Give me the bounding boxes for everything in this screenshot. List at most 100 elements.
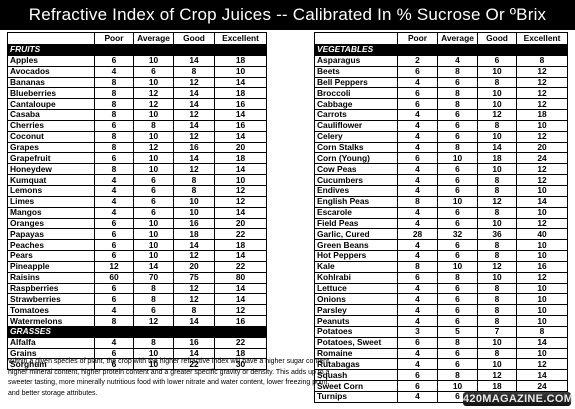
crop-name-cell: Pears xyxy=(7,250,95,262)
brix-value-cell: 10 xyxy=(173,195,215,208)
brix-value-cell: 20 xyxy=(214,217,267,230)
crop-name-cell: Corn Stalks xyxy=(314,141,398,154)
brix-value-cell: 4 xyxy=(397,282,438,295)
crop-name-cell: Papayas xyxy=(7,228,95,241)
table-row: Grapefruit 6 10 14 18 xyxy=(7,152,267,165)
brix-value-cell: 16 xyxy=(214,119,267,132)
table-row: Escarole 4 6 8 10 xyxy=(314,206,568,219)
brix-value-cell: 6 xyxy=(94,250,134,262)
table-row: Onions 4 6 8 10 xyxy=(314,293,568,306)
brix-value-cell: 8 xyxy=(94,98,134,111)
table-row: Tomatoes 4 6 8 12 xyxy=(7,304,267,317)
brix-value-cell: 10 xyxy=(133,109,174,121)
brix-value-cell: 8 xyxy=(397,260,438,273)
brix-value-cell: 60 xyxy=(94,271,134,284)
brix-value-cell: 14 xyxy=(173,98,215,111)
brix-value-cell: 4 xyxy=(94,195,134,208)
brix-value-cell: 8 xyxy=(133,293,174,306)
crop-name-cell: Apples xyxy=(7,54,95,67)
table-row: Sorghum 6 10 22 30 xyxy=(7,358,267,371)
brix-value-cell: 16 xyxy=(214,315,267,327)
brix-value-cell: 10 xyxy=(516,315,568,327)
crop-name-cell: Raisins xyxy=(7,271,95,284)
brix-value-cell: 32 xyxy=(437,228,478,241)
brix-value-cell: 6 xyxy=(397,380,438,392)
crop-name-cell: Raspberries xyxy=(7,282,95,295)
crop-name-cell: Garlic, Cured xyxy=(314,228,398,241)
brix-value-cell: 16 xyxy=(214,98,267,111)
brix-value-cell: 8 xyxy=(437,87,478,100)
table-row: Beets 6 8 10 12 xyxy=(314,65,568,78)
table-row: Sweet Corn 6 10 18 24 xyxy=(314,380,568,392)
brix-value-cell: 22 xyxy=(214,228,267,241)
brix-value-cell: 12 xyxy=(173,109,215,121)
brix-value-cell: 10 xyxy=(516,239,568,252)
brix-value-cell: 12 xyxy=(516,76,568,89)
brix-value-cell: 14 xyxy=(214,206,267,219)
brix-value-cell: 6 xyxy=(437,293,478,306)
brix-value-cell: 14 xyxy=(477,141,517,154)
crop-name-cell: Field Peas xyxy=(314,217,398,230)
table-row: Pineapple 12 14 20 22 xyxy=(7,260,267,273)
brix-value-cell: 10 xyxy=(133,228,174,241)
crop-name-cell: Potatoes xyxy=(314,325,398,338)
crop-name-cell: Carrots xyxy=(314,109,398,121)
brix-value-cell: 6 xyxy=(133,65,174,78)
brix-value-cell: 10 xyxy=(133,250,174,262)
crop-name-cell: Cauliflower xyxy=(314,119,398,132)
brix-value-cell: 14 xyxy=(173,119,215,132)
brix-value-cell: 16 xyxy=(173,217,215,230)
table-row: Grapes 8 12 16 20 xyxy=(7,141,267,154)
table-row: Lettuce 4 6 8 10 xyxy=(314,282,568,295)
brix-value-cell: 18 xyxy=(477,152,517,165)
crop-name-cell: Kale xyxy=(314,260,398,273)
brix-value-cell: 8 xyxy=(173,65,215,78)
section-label: VEGETABLES xyxy=(314,44,398,56)
brix-value-cell: 10 xyxy=(516,250,568,262)
brix-value-cell: 12 xyxy=(214,184,267,197)
brix-value-cell: 14 xyxy=(133,260,174,273)
table-row: Pears 6 10 12 14 xyxy=(7,250,267,262)
brix-value-cell: 12 xyxy=(516,163,568,176)
crop-name-cell: Limes xyxy=(7,195,95,208)
brix-value-cell: 14 xyxy=(173,239,215,252)
brix-value-cell: 6 xyxy=(94,119,134,132)
crop-name-cell: Pineapple xyxy=(7,260,95,273)
vegetables-table: Poor Average Good Excellent VEGETABLES As… xyxy=(314,32,568,403)
crop-name-cell: Cantaloupe xyxy=(7,98,95,111)
brix-value-cell: 10 xyxy=(477,163,517,176)
brix-value-cell: 6 xyxy=(437,76,478,89)
brix-value-cell: 6 xyxy=(94,54,134,67)
brix-value-cell: 4 xyxy=(94,336,134,349)
crop-name-cell: Peanuts xyxy=(314,315,398,327)
crop-name-cell: Bell Peppers xyxy=(314,76,398,89)
brix-value-cell: 8 xyxy=(477,184,517,197)
brix-value-cell: 14 xyxy=(214,293,267,306)
table-header-row: Poor Average Good Excellent xyxy=(7,32,267,45)
brix-value-cell: 12 xyxy=(214,304,267,317)
brix-value-cell: 6 xyxy=(437,206,478,219)
brix-value-cell: 14 xyxy=(516,195,568,208)
table-row: Raisins 60 70 75 80 xyxy=(7,271,267,284)
brix-value-cell: 12 xyxy=(133,87,174,100)
table-row: Carrots 4 6 12 18 xyxy=(314,109,568,121)
crop-name-cell: Endives xyxy=(314,184,398,197)
table-row: Bell Peppers 4 6 8 12 xyxy=(314,76,568,89)
brix-value-cell: 4 xyxy=(94,206,134,219)
table-row: Potatoes, Sweet 6 8 10 14 xyxy=(314,336,568,349)
brix-value-cell: 6 xyxy=(133,206,174,219)
brix-value-cell: 20 xyxy=(214,141,267,154)
section-header-row: VEGETABLES xyxy=(314,44,568,56)
crop-name-cell: Bananas xyxy=(7,76,95,89)
brix-value-cell: 6 xyxy=(477,54,517,67)
brix-value-cell: 10 xyxy=(477,98,517,111)
brix-value-cell: 20 xyxy=(173,260,215,273)
column-header-good: Good xyxy=(173,32,215,45)
brix-value-cell: 70 xyxy=(133,271,174,284)
brix-value-cell: 6 xyxy=(397,98,438,111)
crop-name-cell: Cow Peas xyxy=(314,163,398,176)
watermark-logo: 420MAGAZINE.COM xyxy=(463,392,574,406)
table-row: Avocados 4 6 8 10 xyxy=(7,65,267,78)
section-label: FRUITS xyxy=(7,44,95,56)
brix-value-cell: 4 xyxy=(94,174,134,186)
